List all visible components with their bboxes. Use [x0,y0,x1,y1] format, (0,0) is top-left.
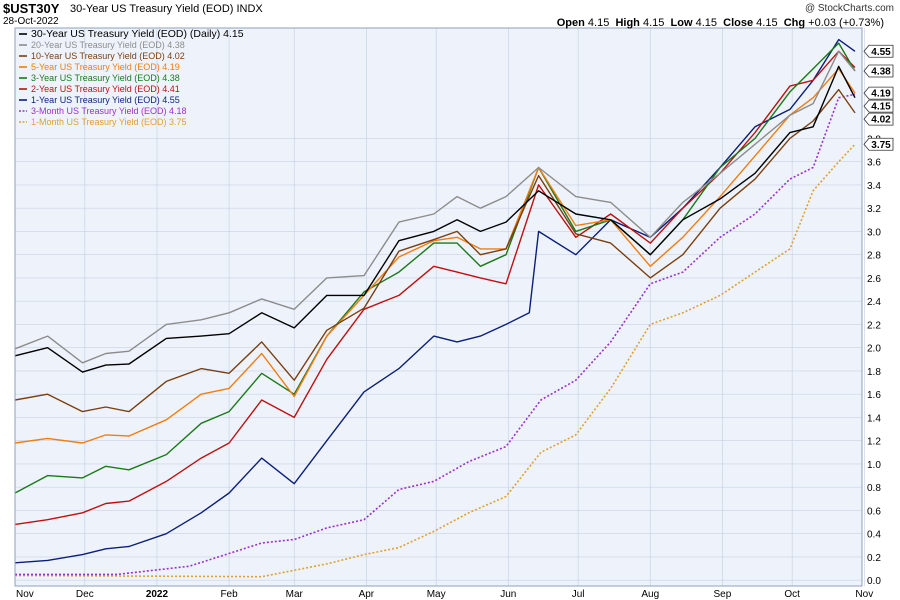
y-tick-label: 2.2 [867,320,881,331]
x-tick-label: Jun [500,589,516,600]
legend-entry: 20-Year US Treasury Yield (EOD) 4.38 [31,40,185,50]
legend-entry: 3-Year US Treasury Yield (EOD) 4.38 [31,73,180,83]
end-value-badge [863,44,894,58]
legend-entry: 2-Year US Treasury Yield (EOD) 4.41 [31,84,180,94]
end-value-label: 4.38 [871,67,891,78]
y-tick-label: 1.4 [867,413,881,424]
y-tick-label: 0.4 [867,530,881,541]
end-value-badge [863,86,894,100]
x-tick-label: Mar [286,589,304,600]
series-line [14,38,856,564]
high-value: 4.15 [642,17,665,29]
x-tick-label: May [427,589,446,600]
y-tick-label: 2.8 [867,251,881,262]
symbol-label: $UST30Y [3,1,60,16]
y-tick-label: 2.0 [867,344,881,355]
x-tick-label: Aug [641,589,659,600]
x-tick-label: Feb [220,589,238,600]
legend-entry: 3-Month US Treasury Yield (EOD) 4.18 [31,106,187,116]
end-value-label: 3.75 [871,140,891,151]
end-value-badge [863,137,894,151]
series-line [14,50,856,364]
end-value-badge [863,112,894,126]
legend-entry: 1-Year US Treasury Yield (EOD) 4.55 [31,95,180,105]
plot-area [15,28,862,586]
legend-entry: 1-Month US Treasury Yield (EOD) 3.75 [31,117,187,127]
series-line [14,88,856,413]
change-value: +0.03 (+0.73%) [808,17,884,29]
y-tick-label: 1.6 [867,390,881,401]
end-value-label: 4.02 [871,115,891,126]
end-value-badge [863,99,894,113]
end-value-badge [863,64,894,78]
end-value-label: 4.19 [871,89,891,100]
series-line [14,65,856,373]
legend-entry: 5-Year US Treasury Yield (EOD) 4.19 [31,62,180,72]
y-tick-label: 1.2 [867,437,881,448]
x-tick-label: 2022 [146,589,169,600]
legend-entry: 30-Year US Treasury Yield (EOD) (Daily) … [31,28,244,40]
y-tick-label: 0.6 [867,506,881,517]
ohlc-readout: Open 4.15 High 4.15 Low 4.15 Close 4.15 … [556,17,884,29]
plot-frame [14,27,863,587]
y-tick-label: 3.4 [867,181,881,192]
y-tick-label: 0.8 [867,483,881,494]
series-line [14,42,856,494]
end-value-label: 4.15 [871,102,891,113]
y-tick-label: 3.2 [867,204,881,215]
y-tick-label: 0.0 [867,576,881,587]
x-tick-label: Nov [855,589,873,600]
y-tick-label: 2.6 [867,274,881,285]
chart-subtitle: 30-Year US Treasury Yield (EOD) INDX [70,3,263,15]
series-line [14,143,856,578]
y-tick-label: 1.8 [867,367,881,378]
close-value: 4.15 [756,17,778,29]
x-tick-label: Apr [359,589,375,600]
end-value-label: 4.55 [871,47,891,58]
open-value: 4.15 [587,17,610,29]
y-tick-label: 0.2 [867,553,881,564]
x-tick-label: Jul [572,589,585,600]
y-tick-label: 3.0 [867,227,881,238]
legend-entry: 10-Year US Treasury Yield (EOD) 4.02 [31,51,185,61]
low-value: 4.15 [695,17,717,29]
x-tick-label: Dec [76,589,94,600]
x-tick-label: Oct [784,589,800,600]
x-tick-label: Nov [16,589,34,600]
y-tick-label: 1.0 [867,460,881,471]
y-tick-label: 3.6 [867,158,881,169]
y-tick-label: 2.4 [867,297,881,308]
stockcharts-credit[interactable]: @ StockCharts.com [804,3,894,14]
series-line [14,67,856,444]
x-tick-label: Sep [713,589,731,600]
chart-date: 28-Oct-2022 [3,16,59,27]
